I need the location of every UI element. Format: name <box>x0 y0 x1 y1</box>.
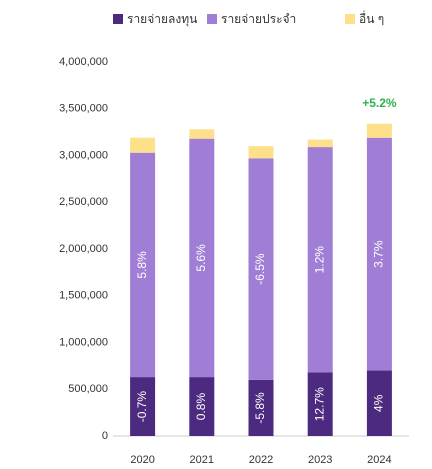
bar-segment <box>366 123 392 138</box>
x-tick-label: 2021 <box>190 454 214 466</box>
x-tick-label: 2020 <box>130 454 154 466</box>
legend-swatch <box>207 14 217 24</box>
x-tick-label: 2022 <box>249 454 273 466</box>
growth-label: 1.2% <box>312 246 326 274</box>
y-tick-label: 2,500,000 <box>59 196 108 208</box>
x-tick-label: 2023 <box>308 454 332 466</box>
growth-label: 12.7% <box>312 387 326 421</box>
bar-segment <box>248 146 274 159</box>
legend-swatch <box>113 14 123 24</box>
bar-segment <box>307 372 333 436</box>
growth-label: 4% <box>372 394 386 412</box>
legend-swatch <box>345 14 355 24</box>
bar-segment <box>189 377 215 436</box>
y-tick-label: 3,500,000 <box>59 103 108 115</box>
growth-label: 3.7% <box>372 240 386 268</box>
y-tick-label: 500,000 <box>68 383 108 395</box>
bar-segment <box>130 377 156 436</box>
y-tick-label: 0 <box>102 430 108 442</box>
y-tick-label: 3,000,000 <box>59 149 108 161</box>
growth-label: -5.8% <box>253 392 267 424</box>
y-tick-label: 2,000,000 <box>59 243 108 255</box>
legend-label: อื่น ๆ <box>359 10 384 26</box>
legend-label: รายจ่ายประจำ <box>221 12 296 26</box>
growth-label: -6.5% <box>253 253 267 285</box>
x-tick-label: 2024 <box>367 454 391 466</box>
bar-segment <box>366 137 392 371</box>
growth-label: 5.6% <box>194 244 208 272</box>
bar-segment <box>189 129 215 139</box>
growth-label: 5.8% <box>135 251 149 279</box>
bar-segment <box>130 137 156 153</box>
bar-segment <box>307 147 333 373</box>
bar-segment <box>307 139 333 148</box>
bar-segment <box>248 379 274 436</box>
bar-segment <box>189 138 215 378</box>
y-tick-label: 4,000,000 <box>59 56 108 68</box>
y-tick-label: 1,500,000 <box>59 290 108 302</box>
legend-label: รายจ่ายลงทุน <box>127 12 197 27</box>
bar-segment <box>130 152 156 378</box>
growth-label: -0.7% <box>135 391 149 423</box>
annotation: +5.2% <box>362 96 397 110</box>
y-tick-label: 1,000,000 <box>59 336 108 348</box>
growth-label: 0.8% <box>194 393 208 421</box>
bar-segment <box>248 158 274 380</box>
bar-segment <box>366 370 392 436</box>
